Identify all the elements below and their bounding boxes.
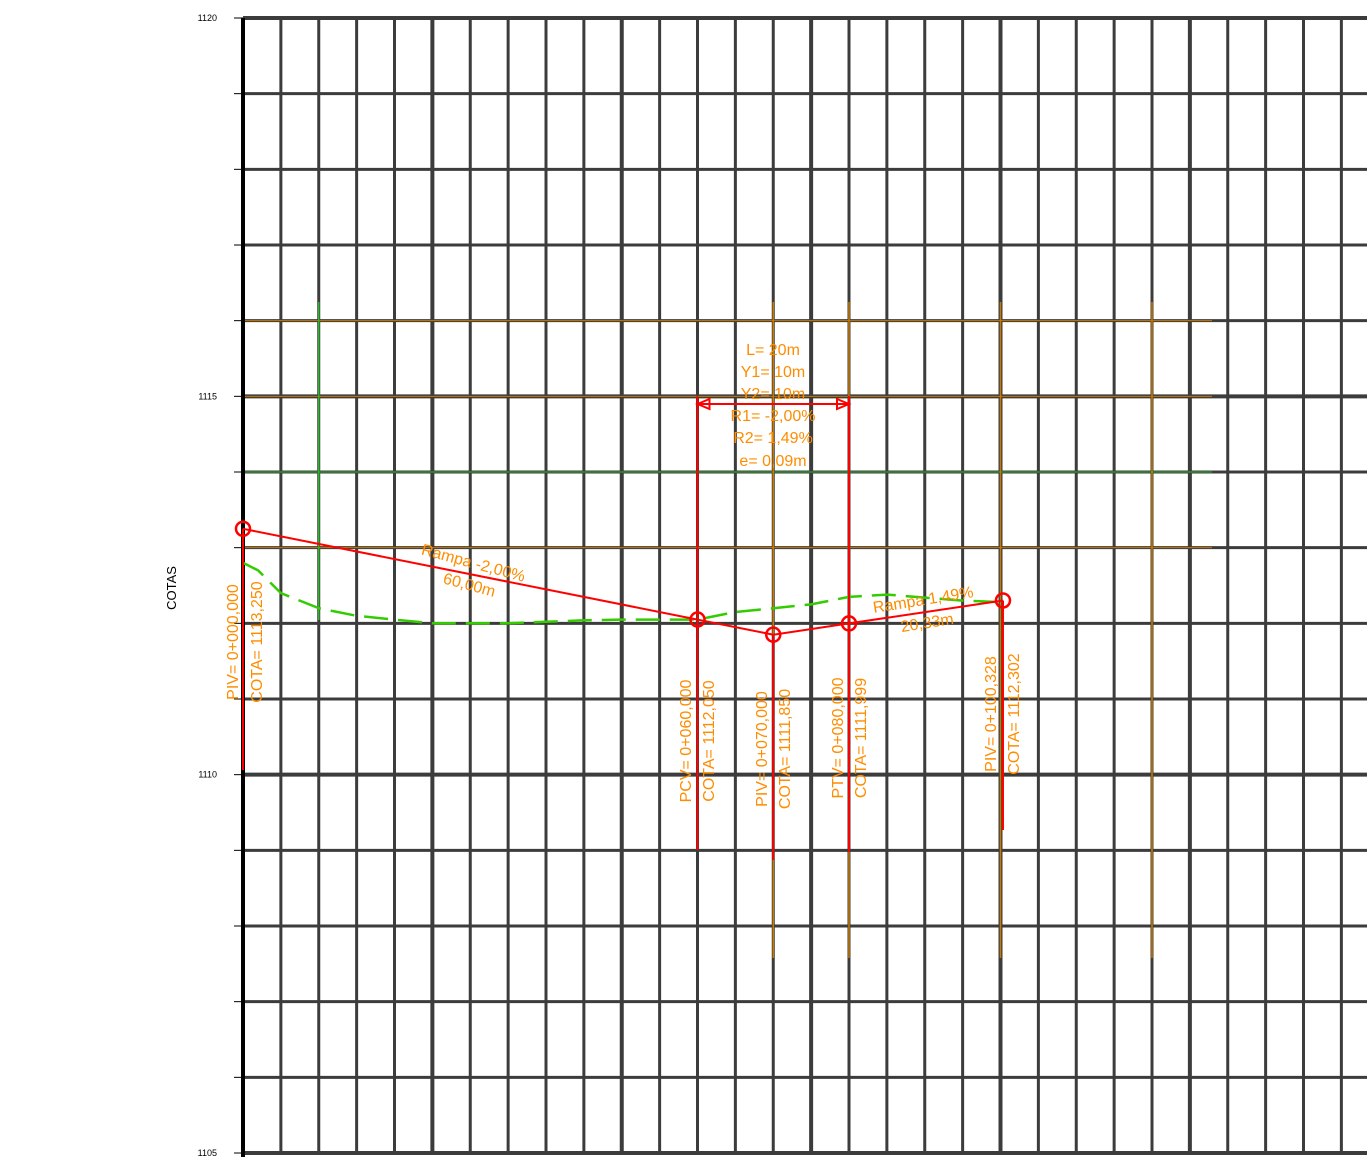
curve-param-y1: Y1= 10m	[741, 364, 805, 381]
curve-param-y2: Y2= 10m	[741, 386, 805, 403]
axis-tick-label: 1105	[198, 1148, 217, 1158]
station-4-label-1: PIV= 0+100,328	[983, 656, 1000, 772]
terrain-line	[242, 561, 1001, 625]
curve-param-length: L= 20m	[746, 342, 800, 359]
grid	[243, 16, 1367, 1155]
station-point	[840, 615, 858, 632]
station-4-label-2: COTA= 1112,302	[1006, 653, 1023, 775]
station-3-label-1: PTV= 0+080,000	[830, 677, 847, 798]
terrain-profile	[242, 561, 1001, 625]
reference-lines	[243, 302, 1212, 958]
axis-tick-label: 1110	[198, 770, 217, 780]
curve-param-r1: R1= -2,00%	[731, 408, 816, 425]
station-point	[689, 611, 706, 628]
annotations: L= 20m Y1= 10m Y2= 10m R1= -2,00% R2= 1,…	[225, 342, 1023, 809]
station-1-label-2: COTA= 1112,050	[701, 680, 718, 802]
station-3-label-2: COTA= 1111,999	[853, 678, 870, 798]
dimension-arrow-right	[836, 397, 852, 411]
curve-param-r2: R2= 1,49%	[733, 430, 813, 447]
curve-param-e: e= 0,09m	[739, 453, 806, 470]
station-2-label-1: PIV= 0+070,000	[754, 691, 771, 807]
station-0-label-2: COTA= 1113,250	[249, 581, 266, 703]
station-point	[234, 520, 252, 537]
dimension-arrow-left	[694, 397, 711, 411]
station-0-label-1: PIV= 0+000,000	[225, 584, 242, 700]
axis-tick-label: 1115	[198, 391, 217, 401]
station-point	[765, 626, 782, 643]
grade-line	[234, 396, 1012, 860]
station-point	[994, 592, 1012, 609]
station-1-label-1: PCV= 0+060,000	[678, 680, 695, 803]
axis-tick-label: 1120	[198, 13, 217, 23]
axis-title: COTAS	[164, 566, 179, 610]
station-2-label-2: COTA= 1111,850	[777, 689, 794, 809]
